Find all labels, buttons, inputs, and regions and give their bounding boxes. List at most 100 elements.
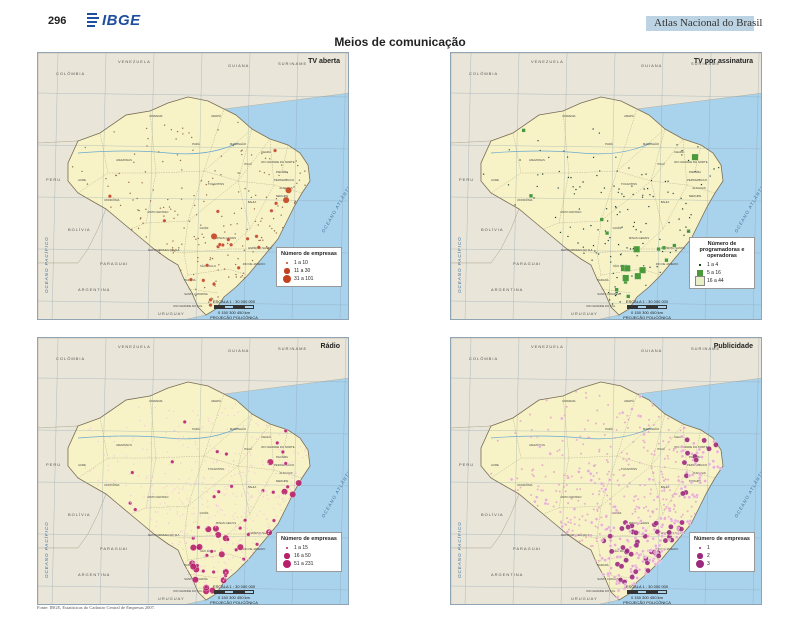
map-symbol (179, 437, 181, 439)
map-symbol (514, 489, 517, 492)
legend-item: 1 a 4 (693, 261, 751, 269)
map-symbol (242, 471, 244, 474)
map-symbol (673, 505, 676, 508)
map-symbol (603, 558, 607, 562)
map-symbol (203, 286, 206, 289)
map-symbol (259, 533, 262, 536)
map-symbol (652, 510, 655, 513)
map-symbol (89, 470, 91, 473)
map-legend: Número de empresas 1 a 15 16 a 50 51 a 231 (276, 532, 342, 572)
map-symbol (637, 498, 640, 501)
map-symbol (278, 495, 280, 497)
map-symbol (530, 493, 533, 496)
map-symbol (180, 462, 182, 464)
map-symbol (564, 523, 567, 526)
state-label: ACRE (78, 178, 86, 182)
map-symbol (691, 472, 695, 477)
map-symbol (218, 505, 220, 507)
map-symbol (275, 232, 278, 234)
map-symbol (603, 433, 606, 436)
map-symbol (224, 452, 229, 456)
map-symbol (197, 256, 199, 259)
map-symbol (241, 493, 243, 496)
map-symbol (543, 501, 548, 506)
map-symbol (87, 429, 90, 431)
country-label: PARAGUAI (100, 546, 128, 551)
map-symbol (186, 497, 189, 500)
map-symbol (669, 517, 673, 522)
map-symbol (113, 440, 116, 443)
map-symbol (286, 472, 288, 474)
map-symbol (650, 452, 653, 455)
map-symbol (217, 269, 219, 271)
map-symbol (201, 481, 204, 484)
map-symbol (270, 492, 272, 494)
map-symbol (633, 568, 639, 575)
map-symbol (234, 263, 237, 266)
map-symbol (616, 588, 621, 593)
map-symbol (258, 239, 260, 242)
map-symbol (635, 551, 639, 555)
map-symbol (619, 253, 622, 256)
map-symbol (180, 269, 182, 271)
map-symbol (663, 532, 667, 536)
map-symbol (668, 524, 674, 530)
map-symbol (577, 242, 579, 244)
map-symbol (707, 462, 712, 466)
map-scale: ESCALA 1 : 30 000 000 0 150 300 450 km PRO… (619, 584, 675, 604)
map-symbol (634, 508, 637, 511)
map-symbol (189, 563, 197, 570)
map-symbol (248, 190, 250, 192)
map-symbol (645, 173, 647, 175)
country-label: COLÔMBIA (469, 71, 498, 76)
map-symbol (256, 514, 258, 517)
map-symbol (687, 521, 692, 526)
map-symbol (224, 576, 226, 579)
state-label: TOCANTINS (208, 467, 224, 471)
map-symbol (151, 529, 154, 531)
map-symbol (680, 434, 684, 439)
map-symbol (660, 470, 663, 473)
map-symbol (234, 473, 236, 476)
map-symbol (673, 493, 676, 496)
map-symbol (666, 454, 669, 457)
scale-km: 0 150 300 450 km (217, 310, 251, 315)
map-symbol (276, 515, 278, 517)
map-symbol (209, 549, 214, 554)
map-symbol (250, 529, 253, 531)
map-symbol (616, 276, 618, 279)
map-symbol (158, 457, 160, 459)
map-symbol (265, 528, 273, 536)
map-symbol (633, 542, 640, 549)
map-symbol (680, 454, 685, 458)
map-symbol (240, 495, 243, 497)
map-symbol (657, 415, 660, 418)
map-symbol (564, 490, 567, 493)
map-symbol (662, 503, 665, 506)
map-symbol (203, 200, 205, 203)
map-symbol (291, 473, 294, 475)
map-symbol (288, 463, 291, 465)
map-symbol (236, 516, 239, 518)
circle-symbol-icon (280, 559, 294, 569)
map-symbol (536, 435, 539, 438)
map-symbol (179, 159, 182, 162)
map-symbol (266, 485, 269, 487)
map-symbol (190, 136, 193, 139)
map-symbol (149, 488, 152, 490)
map-symbol (229, 484, 234, 489)
map-symbol (608, 544, 613, 548)
map-symbol (663, 466, 666, 469)
map-symbol (595, 537, 598, 540)
map-symbol (107, 185, 109, 187)
map-symbol (529, 435, 532, 438)
legend-item: 1 (693, 544, 751, 552)
map-symbol (271, 227, 273, 230)
map-symbol (89, 427, 92, 429)
map-symbol (159, 252, 161, 254)
ocean-pacific-label: OCEANO PACÍFICO (456, 236, 462, 293)
page-number: 296 (48, 15, 67, 27)
map-symbol (688, 216, 691, 219)
map-symbol (641, 526, 645, 530)
map-symbol (621, 193, 623, 195)
